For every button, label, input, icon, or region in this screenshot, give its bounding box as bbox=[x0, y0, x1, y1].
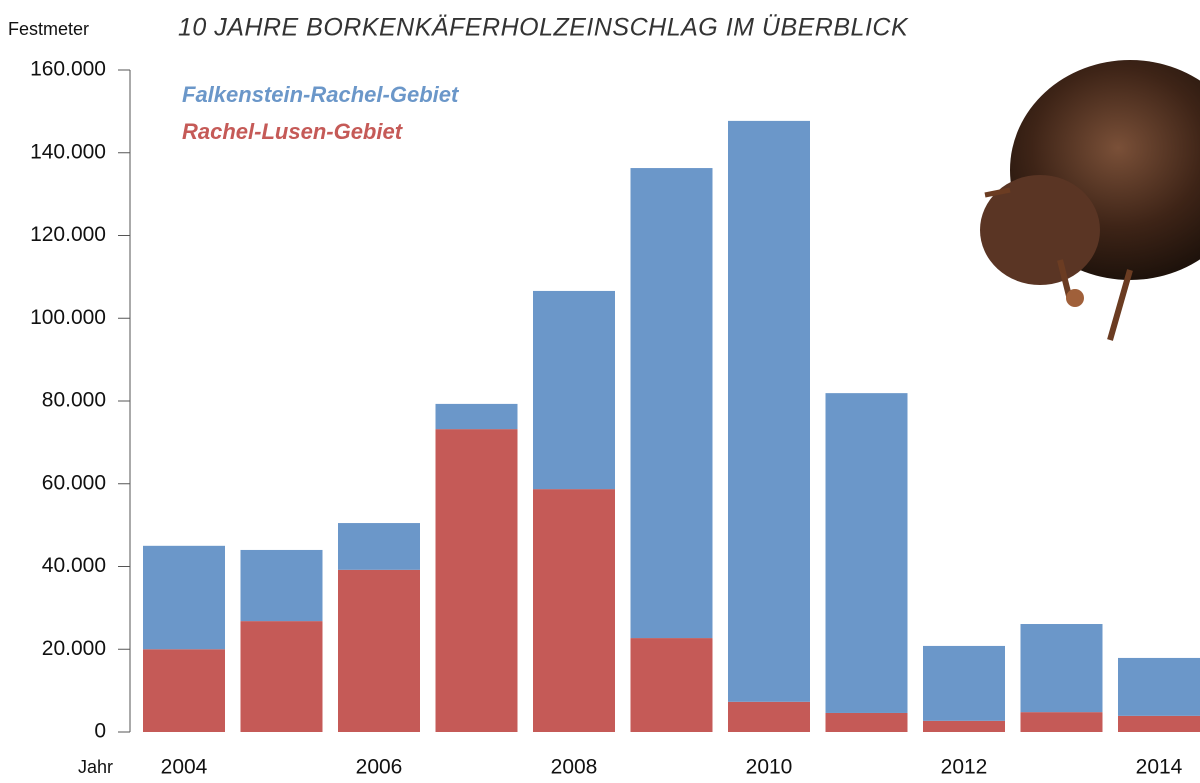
bar-segment bbox=[436, 429, 518, 732]
y-tick-label: 80.000 bbox=[42, 389, 106, 412]
x-tick-label: 2008 bbox=[551, 756, 598, 779]
bar-segment bbox=[923, 721, 1005, 732]
x-axis-title: Jahr bbox=[78, 757, 113, 777]
bar-segment bbox=[631, 168, 713, 638]
bar-segment bbox=[923, 646, 1005, 721]
bar-segment bbox=[1021, 624, 1103, 712]
bar-segment bbox=[436, 404, 518, 429]
bar-segment bbox=[1118, 658, 1200, 716]
x-tick-label: 2006 bbox=[356, 756, 403, 779]
y-tick-label: 20.000 bbox=[42, 637, 106, 660]
y-tick-label: 120.000 bbox=[30, 223, 106, 246]
bar-segment bbox=[241, 621, 323, 732]
legend-entry: Rachel-Lusen-Gebiet bbox=[182, 119, 404, 144]
bar-segment bbox=[143, 649, 225, 732]
x-tick-label: 2004 bbox=[161, 756, 208, 779]
legend-entry: Falkenstein-Rachel-Gebiet bbox=[182, 82, 460, 107]
x-tick-label: 2014 bbox=[1136, 756, 1183, 779]
y-tick-label: 100.000 bbox=[30, 306, 106, 329]
bar-segment bbox=[826, 713, 908, 732]
chart: Festmeter 10 JAHRE BORKENKÄFERHOLZEINSCH… bbox=[0, 0, 1200, 783]
bar-segment bbox=[631, 638, 713, 732]
y-tick-label: 140.000 bbox=[30, 140, 106, 163]
bar-segment bbox=[533, 291, 615, 489]
bar-segment bbox=[338, 523, 420, 570]
chart-title: 10 JAHRE BORKENKÄFERHOLZEINSCHLAG IM ÜBE… bbox=[178, 14, 909, 42]
bar-segment bbox=[728, 702, 810, 732]
y-tick-label: 60.000 bbox=[42, 471, 106, 494]
bar-segment bbox=[338, 570, 420, 732]
x-tick-label: 2012 bbox=[941, 756, 988, 779]
bar-segment bbox=[241, 550, 323, 621]
bar-segment bbox=[1021, 712, 1103, 732]
y-tick-label: 0 bbox=[94, 720, 106, 743]
bar-segment bbox=[1118, 716, 1200, 732]
y-tick-label: 40.000 bbox=[42, 554, 106, 577]
bar-segment bbox=[826, 393, 908, 713]
bar-segment bbox=[533, 489, 615, 732]
beetle-illustration bbox=[980, 60, 1200, 340]
x-tick-label: 2010 bbox=[746, 756, 793, 779]
y-tick-label: 160.000 bbox=[30, 58, 106, 81]
y-axis-title: Festmeter bbox=[8, 19, 89, 39]
bar-segment bbox=[143, 546, 225, 649]
bar-segment bbox=[728, 121, 810, 702]
